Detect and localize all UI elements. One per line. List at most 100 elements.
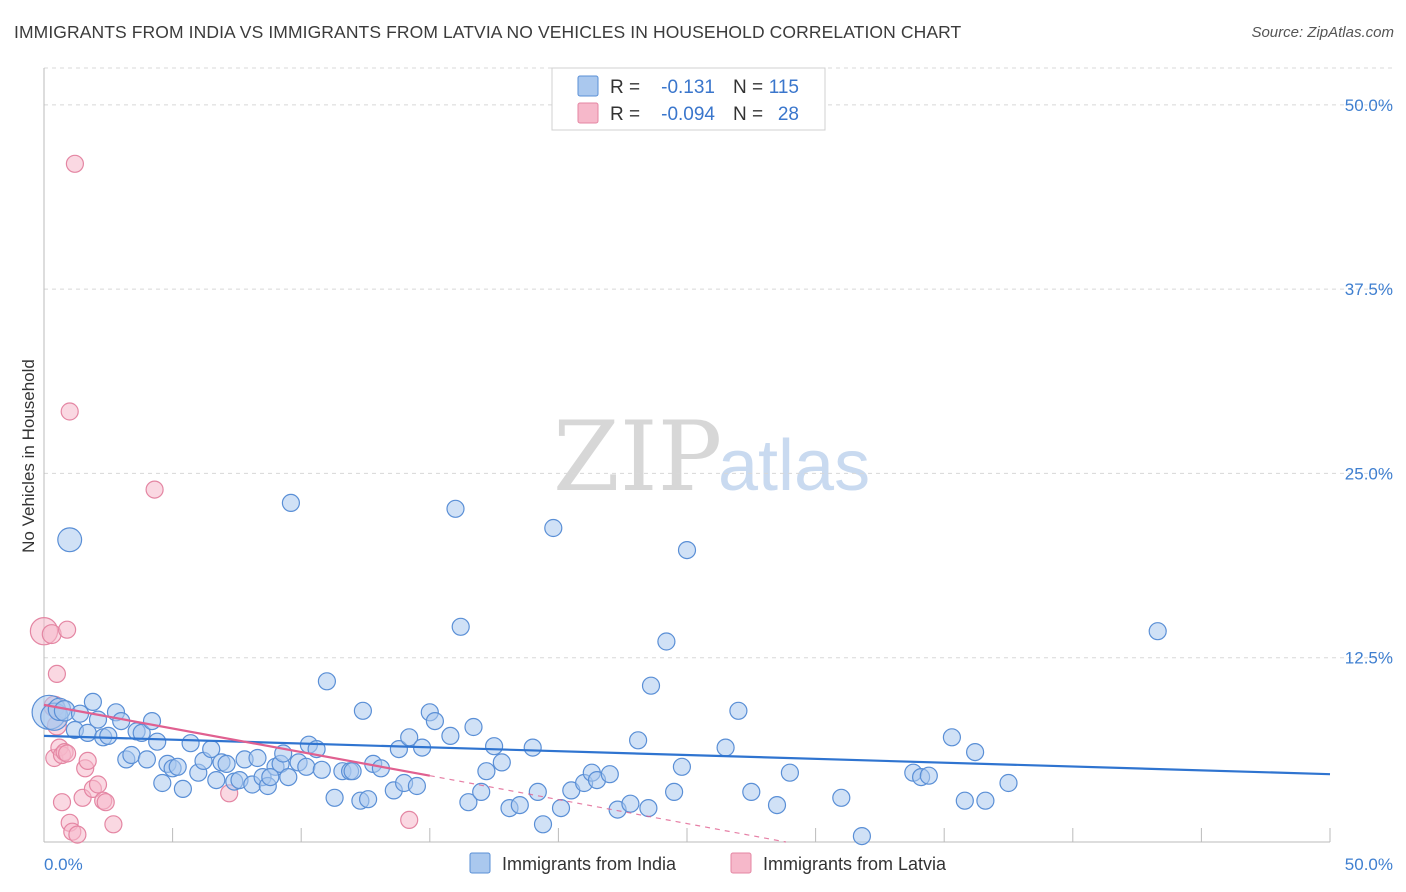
india-point <box>965 742 985 762</box>
legend-latvia-r-label: R = <box>610 104 640 125</box>
chart-title: IMMIGRANTS FROM INDIA VS IMMIGRANTS FROM… <box>14 22 962 42</box>
bottom-legend-latvia-label: Immigrants from Latvia <box>763 854 947 874</box>
india-point <box>281 493 300 512</box>
latvia-point <box>96 793 115 812</box>
india-point <box>261 767 280 787</box>
latvia-point <box>68 825 87 844</box>
india-trend-line <box>43 734 1331 776</box>
india-point <box>628 731 648 750</box>
india-point <box>441 726 460 746</box>
india-point <box>492 753 511 772</box>
latvia-point <box>52 793 72 812</box>
y-tick-labels: 12.5% 25.0% 37.5% 50.0% <box>1345 96 1393 668</box>
india-point <box>955 791 974 810</box>
india-point <box>677 540 697 560</box>
legend-latvia-r-value: -0.094 <box>661 104 715 125</box>
x-tick-label-max: 50.0% <box>1345 855 1393 874</box>
india-point <box>446 499 465 518</box>
series-india-points <box>31 493 1167 846</box>
india-point <box>99 726 118 746</box>
india-point <box>472 782 491 802</box>
y-tick-label: 25.0% <box>1345 464 1393 483</box>
india-point <box>742 782 761 802</box>
latvia-point <box>60 402 79 421</box>
bottom-legend-india-swatch <box>469 852 491 874</box>
india-point <box>999 773 1018 793</box>
india-point <box>551 798 571 818</box>
latvia-point <box>65 154 85 173</box>
latvia-point <box>47 664 67 684</box>
gridlines <box>44 67 1394 659</box>
india-point <box>451 617 470 636</box>
india-point <box>477 762 496 781</box>
india-point <box>919 766 938 785</box>
bottom-legend-latvia-swatch <box>730 852 752 874</box>
legend-latvia-n-value: 28 <box>778 104 799 125</box>
india-point <box>600 765 619 784</box>
india-point <box>942 728 962 747</box>
india-point <box>767 795 787 815</box>
india-point <box>142 711 162 731</box>
y-tick-label: 37.5% <box>1345 280 1393 299</box>
bottom-legend-india-label: Immigrants from India <box>502 854 677 874</box>
x-tick-label-min: 0.0% <box>44 855 83 874</box>
india-point <box>533 815 553 834</box>
india-point <box>132 723 151 743</box>
india-point <box>317 672 336 691</box>
legend-india-swatch <box>577 75 599 97</box>
correlation-legend: R = -0.131 N = 115 R = -0.094 N = 28 <box>551 67 826 131</box>
india-point <box>325 788 344 807</box>
india-point <box>312 760 331 779</box>
latvia-point <box>88 775 108 794</box>
india-point <box>57 527 83 553</box>
india-point <box>852 826 872 846</box>
latvia-point <box>78 751 97 771</box>
latvia-point <box>57 744 77 763</box>
india-point <box>279 767 298 787</box>
india-point <box>641 676 661 695</box>
india-point <box>780 763 800 782</box>
legend-india-r-value: -0.131 <box>661 77 715 98</box>
india-point <box>976 791 995 810</box>
india-point <box>122 745 141 765</box>
latvia-point <box>400 810 419 830</box>
india-point <box>664 782 684 802</box>
india-point <box>510 795 529 815</box>
trend-lines <box>43 703 1331 843</box>
india-point <box>639 798 658 818</box>
y-tick-label: 12.5% <box>1345 649 1393 668</box>
latvia-trend-line <box>43 703 430 777</box>
india-point <box>657 632 676 651</box>
y-tick-label: 50.0% <box>1345 96 1393 115</box>
x-ticks <box>172 828 1331 842</box>
india-point <box>389 739 408 759</box>
india-point <box>83 692 103 712</box>
india-point <box>343 762 362 781</box>
india-point <box>672 757 692 776</box>
india-point <box>217 754 236 774</box>
india-point <box>716 738 735 757</box>
india-point <box>544 518 563 538</box>
india-point <box>464 717 483 737</box>
india-point <box>359 790 378 809</box>
india-point <box>297 757 316 776</box>
legend-india-n-label: N = <box>733 77 763 98</box>
india-point <box>248 748 267 768</box>
india-point <box>137 750 156 769</box>
legend-latvia-n-label: N = <box>733 104 763 125</box>
latvia-trend-extension <box>429 775 787 843</box>
latvia-point <box>104 815 123 834</box>
india-point <box>168 757 187 776</box>
y-axis-label: No Vehicles in Household <box>19 359 38 553</box>
india-point <box>528 782 547 802</box>
series-legend: Immigrants from India Immigrants from La… <box>469 852 947 874</box>
india-point <box>407 776 426 796</box>
india-point <box>523 738 542 757</box>
india-point <box>621 794 640 813</box>
india-point <box>353 701 372 720</box>
latvia-point <box>145 480 164 499</box>
legend-india-n-value: 115 <box>769 77 799 98</box>
india-point <box>173 779 192 799</box>
source-credit: Source: ZipAtlas.com <box>1251 24 1394 41</box>
